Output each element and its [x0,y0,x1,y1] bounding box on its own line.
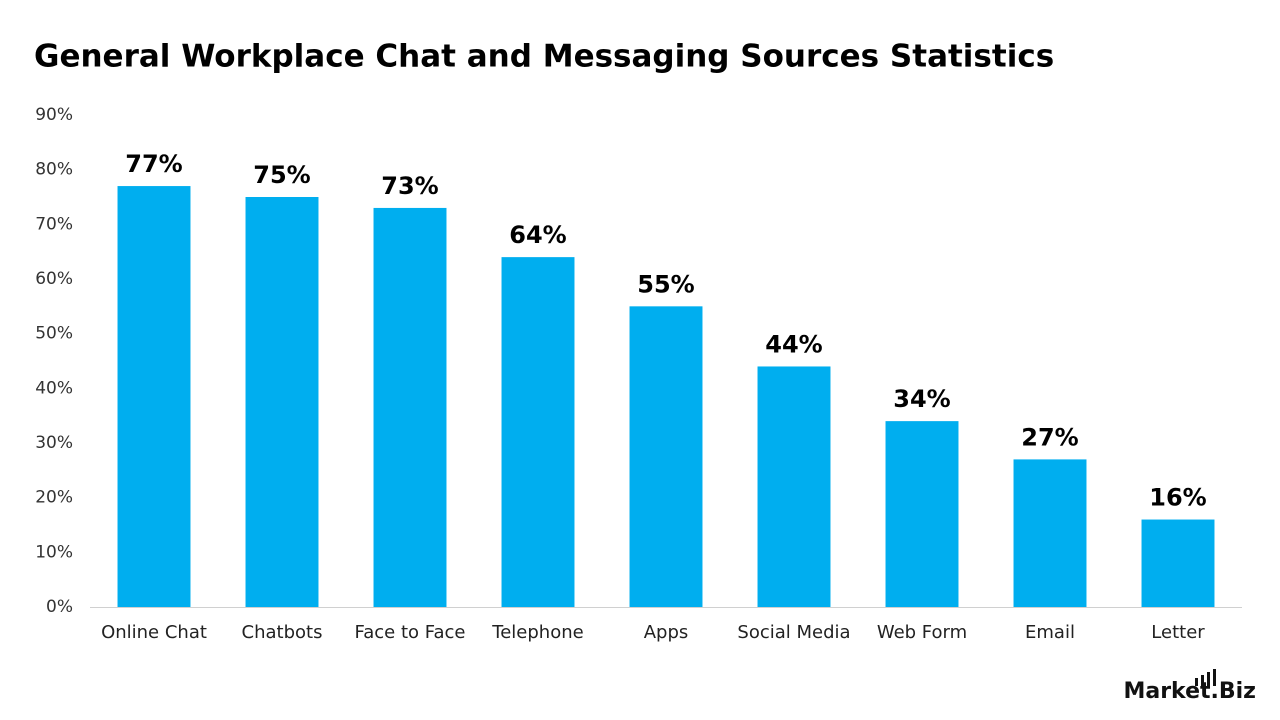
bar [885,421,959,607]
bar [117,186,191,608]
y-tick-label: 60% [35,269,73,289]
y-tick-label: 30% [35,433,73,453]
x-tick-label: Social Media [737,622,850,643]
bar [245,197,319,607]
bar [1141,519,1215,607]
x-tick-label: Chatbots [242,622,323,643]
value-label: 73% [381,172,438,200]
value-label: 55% [637,270,694,298]
value-label: 75% [253,161,310,189]
logo-icon [1195,669,1216,686]
bar [757,366,831,607]
y-tick-label: 80% [35,160,73,180]
x-tick-label: Face to Face [355,622,466,643]
value-label: 64% [509,221,566,249]
value-label: 34% [893,385,950,413]
y-tick-label: 40% [35,378,73,398]
y-tick-label: 70% [35,214,73,234]
bar [373,207,447,607]
value-label: 44% [765,330,822,358]
x-tick-label: Online Chat [101,622,207,643]
x-tick-label: Telephone [491,622,583,643]
value-label: 27% [1021,423,1078,451]
x-tick-label: Apps [644,622,689,643]
logo: Market.Biz [1123,679,1256,704]
chart-title: General Workplace Chat and Messaging Sou… [34,39,1054,75]
y-tick-label: 10% [35,542,73,562]
bar [501,257,575,607]
y-tick-label: 20% [35,488,73,508]
value-label: 77% [125,150,182,178]
y-tick-label: 50% [35,324,73,344]
bar [629,306,703,607]
y-tick-label: 90% [35,105,73,125]
bar [1013,459,1087,607]
x-tick-label: Letter [1151,622,1205,643]
x-tick-label: Email [1025,622,1075,643]
x-tick-label: Web Form [877,622,967,643]
value-label: 16% [1149,484,1206,512]
y-tick-label: 0% [46,597,73,617]
